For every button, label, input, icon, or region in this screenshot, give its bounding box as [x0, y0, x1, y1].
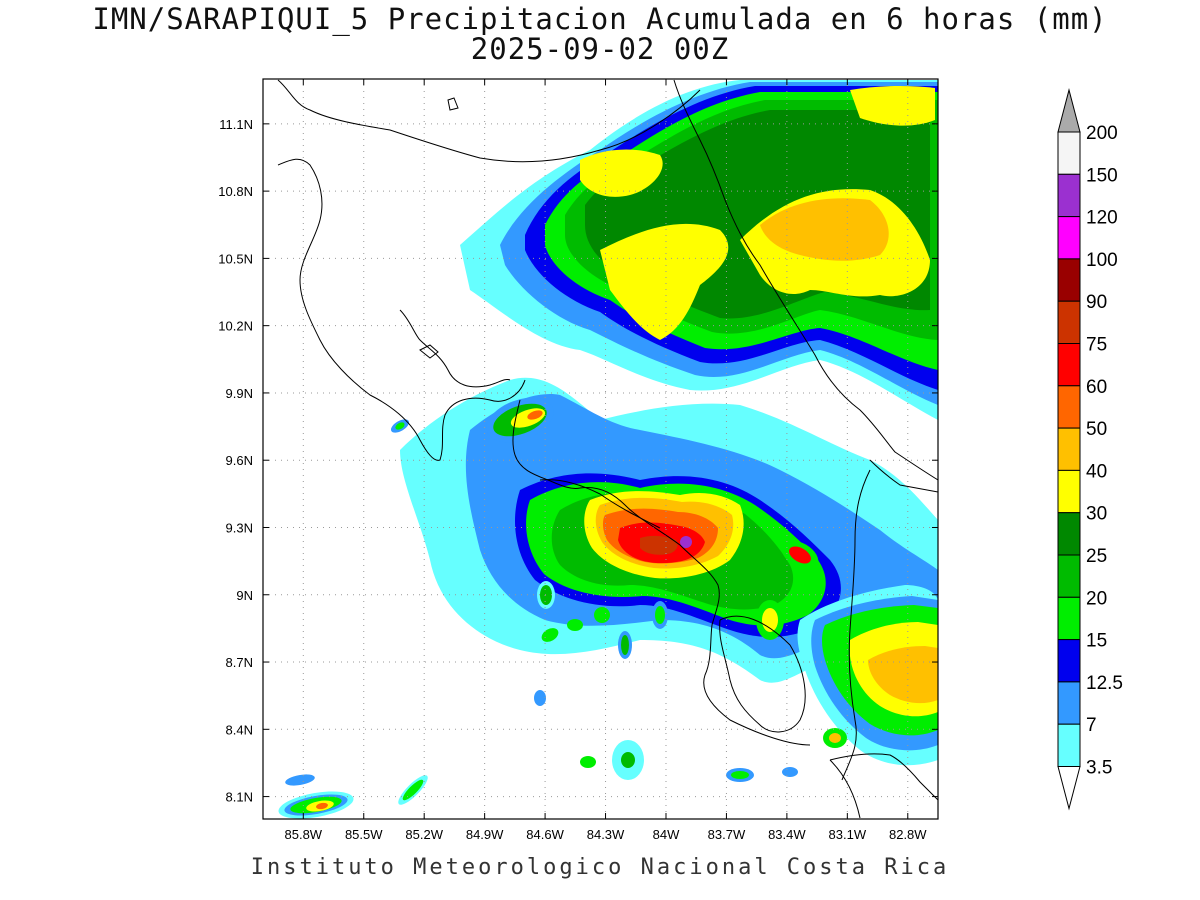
colorbar-level-label: 50 — [1086, 419, 1107, 440]
colorbar-swatch — [1057, 639, 1081, 683]
lon-tick-label: 84.6W — [526, 827, 564, 842]
colorbar-swatch — [1057, 469, 1081, 514]
lat-tick-label: 9.6N — [226, 453, 253, 468]
colorbar: 200 150 120 100 90 75 60 50 40 30 25 20 15 12.5 7 3.5 — [1057, 88, 1123, 811]
colorbar-max-arrow — [1057, 88, 1081, 133]
lat-tick-label: 10.8N — [218, 184, 253, 199]
southeast-rain-band — [797, 585, 938, 766]
colorbar-level-label: 100 — [1086, 250, 1118, 271]
colorbar-level-label: 25 — [1086, 546, 1107, 567]
colorbar-swatch — [1057, 300, 1081, 345]
colorbar-swatch — [1057, 216, 1081, 260]
lat-tick-label: 8.7N — [226, 655, 253, 670]
colorbar-swatch — [1057, 131, 1081, 175]
colorbar-swatch — [1057, 512, 1081, 556]
colorbar-swatch — [1057, 681, 1081, 725]
lon-tick-label: 84.3W — [587, 827, 625, 842]
colorbar-min-arrow — [1057, 766, 1081, 811]
lon-tick-label: 85.5W — [345, 827, 383, 842]
colorbar-level-label: 12.5 — [1086, 673, 1123, 694]
lon-tick-label: 82.8W — [889, 827, 927, 842]
scattered-cells — [278, 397, 847, 819]
colorbar-level-label: 90 — [1086, 292, 1107, 313]
colorbar-swatch — [1057, 723, 1081, 768]
lat-tick-label: 10.2N — [218, 319, 253, 334]
colorbar-swatch — [1057, 427, 1081, 471]
precipitation-field — [278, 80, 938, 819]
lat-tick-label: 8.4N — [226, 722, 253, 737]
colorbar-level-label: 3.5 — [1086, 758, 1112, 779]
colorbar-level-label: 60 — [1086, 377, 1107, 398]
colorbar-level-label: 40 — [1086, 461, 1107, 482]
colorbar-level-label: 30 — [1086, 504, 1107, 525]
colorbar-swatch — [1057, 173, 1081, 218]
northern-rain-band — [460, 80, 938, 420]
colorbar-swatch — [1057, 258, 1081, 302]
colorbar-swatch — [1057, 554, 1081, 598]
footer-credit: Instituto Meteorologico Nacional Costa R… — [250, 855, 950, 880]
lat-tick-label: 10.5N — [218, 251, 253, 266]
colorbar-level-label: 7 — [1086, 715, 1097, 736]
map-frame — [262, 78, 939, 820]
lon-tick-label: 84.9W — [466, 827, 504, 842]
colorbar-level-label: 120 — [1086, 208, 1118, 229]
coastline-borders — [277, 79, 938, 819]
axis-ticks: 11.1N 10.8N 10.5N 10.2N 9.9N 9.6N 9.3N 9N 8.7N 8.… — [218, 79, 938, 842]
lat-tick-label: 8.1N — [226, 790, 253, 805]
lat-tick-label: 11.1N — [219, 117, 253, 132]
colorbar-level-label: 150 — [1086, 165, 1118, 186]
lon-tick-label: 85.2W — [405, 827, 443, 842]
lon-tick-label: 85.8W — [285, 827, 323, 842]
central-rain-band — [400, 377, 938, 683]
lon-tick-label: 83.7W — [708, 827, 746, 842]
map-title: IMN/SARAPIQUI_5 Precipitacion Acumulada … — [92, 2, 1108, 36]
lat-tick-label: 9.3N — [226, 520, 253, 535]
colorbar-swatch — [1057, 343, 1081, 387]
colorbar-level-label: 15 — [1086, 631, 1107, 652]
colorbar-swatch — [1057, 385, 1081, 429]
lon-tick-label: 83.1W — [829, 827, 867, 842]
lat-tick-label: 9.9N — [226, 386, 253, 401]
lon-tick-label: 84W — [653, 827, 680, 842]
lon-tick-label: 83.4W — [768, 827, 806, 842]
colorbar-swatch — [1057, 596, 1081, 641]
colorbar-level-label: 20 — [1086, 588, 1107, 609]
lat-tick-label: 9N — [236, 588, 253, 603]
colorbar-level-label: 75 — [1086, 335, 1107, 356]
map-valid-time: 2025-09-02 00Z — [470, 32, 730, 66]
colorbar-level-label: 200 — [1086, 123, 1118, 144]
